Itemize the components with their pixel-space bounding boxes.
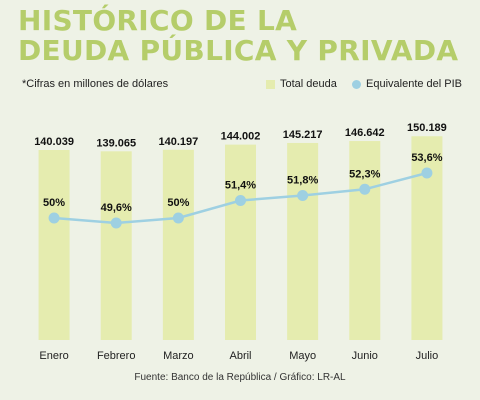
pib-value-label: 51,4% [225, 180, 256, 192]
chart-title-line-1: HISTÓRICO DE LA [18, 4, 298, 37]
legend-line-label: Equivalente del PIB [366, 78, 463, 90]
x-tick-label: Julio [416, 350, 439, 362]
bar-mayo [287, 142, 319, 340]
pib-point [48, 212, 60, 224]
chart-title: HISTÓRICO DE LA DEUDA PÚBLICA Y PRIVADA [18, 6, 468, 66]
bar-value-label: 139.065 [96, 137, 136, 149]
bar-julio [411, 136, 443, 340]
x-tick-label: Junio [352, 350, 378, 362]
pib-point [359, 183, 371, 195]
pib-point [110, 217, 122, 229]
pib-point [235, 195, 246, 206]
bar-abril [225, 144, 256, 340]
legend-total-deuda: Total deuda [266, 78, 337, 90]
pib-value-label: 50% [43, 197, 65, 209]
bar-value-label: 140.197 [158, 136, 198, 148]
pib-value-label: 52,3% [349, 168, 380, 180]
pib-point [297, 190, 309, 201]
pib-value-label: 53,6% [411, 152, 442, 164]
chart-title-line-2: DEUDA PÚBLICA Y PRIVADA [18, 34, 459, 67]
bar-marzo [162, 149, 194, 340]
pib-point [421, 167, 433, 179]
x-tick-label: Marzo [163, 350, 194, 362]
legend-pib: Equivalente del PIB [352, 78, 462, 90]
bar-enero [38, 150, 70, 340]
x-tick-label: Enero [39, 350, 68, 362]
x-tick-label: Abril [229, 350, 251, 362]
pib-point [172, 212, 184, 224]
pib-value-label: 50% [167, 197, 189, 209]
units-note: *Cifras en millones de dólares [22, 78, 169, 90]
pib-value-label: 51,8% [287, 175, 318, 187]
x-tick-label: Febrero [97, 350, 136, 362]
x-tick-label: Mayo [289, 350, 316, 362]
bar-value-label: 140.039 [34, 136, 74, 148]
legend-bar-label: Total deuda [280, 78, 337, 90]
legend-bar-swatch [266, 79, 275, 89]
pib-value-label: 49,6% [101, 202, 132, 214]
source-note: Fuente: Banco de la República / Gráfico:… [134, 372, 346, 383]
bar-value-label: 144.002 [221, 131, 261, 143]
bar-febrero [100, 151, 132, 340]
bar-value-label: 150.189 [407, 122, 447, 134]
bar-value-label: 145.217 [283, 129, 323, 141]
bar-junio [349, 141, 381, 340]
legend-line-dot [352, 79, 361, 89]
bar-value-label: 146.642 [345, 127, 385, 139]
